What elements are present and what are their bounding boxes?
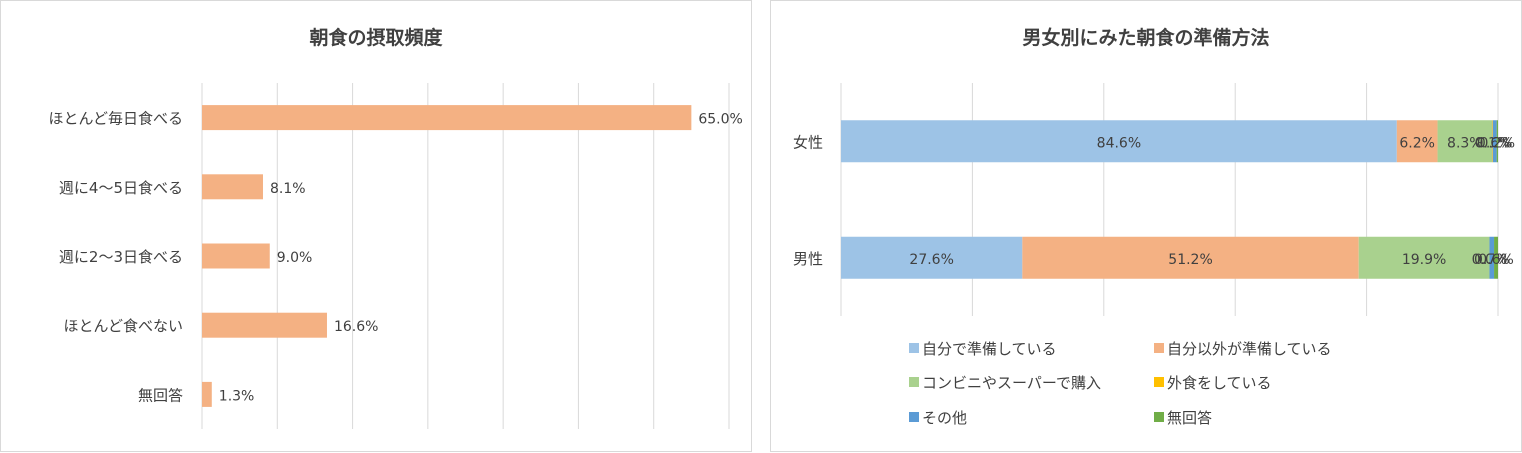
data-label: 16.6% [334, 319, 378, 335]
bar-segment [1358, 236, 1490, 279]
legend-label: その他 [922, 409, 967, 427]
bar-segment [1492, 120, 1493, 163]
legend-swatch [909, 412, 919, 422]
chart-title: 男女別にみた朝食の準備方法 [1022, 27, 1270, 49]
data-label: 0.7% [1474, 252, 1510, 268]
bar [202, 105, 692, 131]
category-label: 無回答 [138, 386, 183, 404]
legend-label: 無回答 [1167, 409, 1212, 427]
data-label: 6.2% [1399, 135, 1435, 151]
chart-title: 朝食の摂取頻度 [309, 27, 443, 49]
data-label: 65.0% [698, 112, 742, 128]
bar [202, 174, 263, 200]
bar-segment [841, 236, 1023, 279]
data-label: 8.3% [1447, 135, 1483, 151]
bar [202, 243, 270, 269]
legend-label: 自分以外が準備している [1167, 340, 1332, 358]
bar-segment [1494, 236, 1498, 279]
bar-segment [1437, 120, 1493, 163]
data-label: 51.2% [1168, 252, 1212, 268]
data-label: 0.2% [1480, 135, 1516, 151]
category-label: ほとんど毎日食べる [48, 110, 183, 128]
chart-panel-frequency: 朝食の摂取頻度 ほとんど毎日食べる 65.0% 週に4～5日食べる 8.1% 週に2～3… [0, 0, 752, 452]
bar-segment [1492, 120, 1497, 163]
legend-swatch [909, 343, 919, 353]
data-label: 8.1% [270, 181, 306, 197]
chart-panel-preparation: 男女別にみた朝食の準備方法 女性 84.6% 6.2% 8.3% 0.1% 0.6% 0.2… [770, 0, 1522, 452]
bar-segment [841, 120, 1397, 163]
legend-swatch [1154, 412, 1164, 422]
legend-swatch [1154, 377, 1164, 387]
category-label: 男性 [793, 250, 823, 268]
data-label: 9.0% [277, 250, 313, 266]
data-label: 27.6% [909, 252, 953, 268]
category-label: 女性 [793, 133, 823, 151]
frequency-bar-chart: ほとんど毎日食べる 65.0% 週に4～5日食べる 8.1% 週に2～3日食べる 9.0%… [48, 83, 743, 429]
preparation-stacked-bar-chart: 女性 84.6% 6.2% 8.3%0.1%0.6%0.2%男性 27.6% 51.2% 1… [793, 83, 1516, 427]
bar-segment [1489, 236, 1495, 279]
bar-segment [1496, 120, 1498, 163]
bar [202, 312, 327, 338]
category-label: 週に2～3日食べる [59, 248, 183, 266]
bar [202, 381, 212, 407]
category-label: ほとんど食べない [63, 317, 183, 335]
data-label: 0.1% [1475, 135, 1511, 151]
data-label: 84.6% [1097, 135, 1141, 151]
bar-segment [1022, 236, 1359, 279]
category-label: 週に4～5日食べる [59, 179, 183, 197]
data-label: 19.9% [1402, 252, 1446, 268]
legend-swatch [1154, 343, 1164, 353]
legend-label: 自分で準備している [922, 340, 1057, 358]
bar-segment [1396, 120, 1438, 163]
legend-label: 外食をしている [1167, 374, 1272, 392]
data-label: 0.6% [1478, 252, 1514, 268]
data-label: 0.6% [1477, 135, 1513, 151]
data-label: 1.3% [219, 388, 255, 404]
legend-swatch [909, 377, 919, 387]
legend-label: コンビニやスーパーで購入 [922, 374, 1101, 392]
